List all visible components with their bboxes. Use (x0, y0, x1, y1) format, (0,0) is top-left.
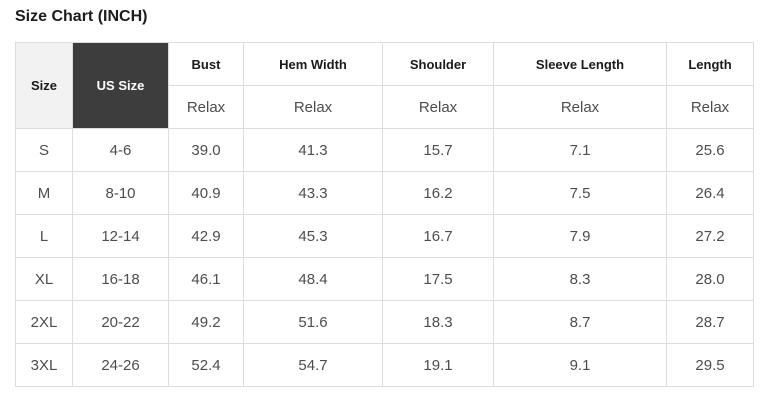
sleeve-length-cell: 7.1 (493, 128, 667, 172)
length-cell: 29.5 (666, 343, 754, 387)
length-column-header: Length (666, 42, 754, 86)
measure-header-row: Size US Size Bust Hem Width Shoulder Sle… (15, 42, 754, 129)
us-size-cell: 16-18 (72, 257, 169, 301)
size-chart-page: Size Chart (INCH) Size US Size Bust Hem … (15, 8, 754, 387)
us-size-cell: 20-22 (72, 300, 169, 344)
sleeve-length-cell: 8.7 (493, 300, 667, 344)
bust-fit-label: Relax (168, 85, 244, 129)
bust-cell: 40.9 (168, 171, 244, 215)
bust-cell: 52.4 (168, 343, 244, 387)
shoulder-column-header: Shoulder (382, 42, 494, 86)
us-size-cell: 8-10 (72, 171, 169, 215)
table-row-m: M 8-10 40.9 43.3 16.2 7.5 26.4 (15, 171, 754, 215)
table-row-3xl: 3XL 24-26 52.4 54.7 19.1 9.1 29.5 (15, 343, 754, 387)
shoulder-cell: 17.5 (382, 257, 494, 301)
length-cell: 27.2 (666, 214, 754, 258)
shoulder-cell: 18.3 (382, 300, 494, 344)
size-cell: XL (15, 257, 73, 301)
length-cell: 26.4 (666, 171, 754, 215)
page-title: Size Chart (INCH) (15, 8, 148, 25)
sleeve-length-cell: 7.9 (493, 214, 667, 258)
shoulder-cell: 15.7 (382, 128, 494, 172)
hem-width-cell: 45.3 (243, 214, 383, 258)
sleeve-length-cell: 9.1 (493, 343, 667, 387)
size-cell: 2XL (15, 300, 73, 344)
hem-width-cell: 51.6 (243, 300, 383, 344)
bust-cell: 46.1 (168, 257, 244, 301)
bust-column-header: Bust (168, 42, 244, 86)
hem-width-cell: 43.3 (243, 171, 383, 215)
table-row-2xl: 2XL 20-22 49.2 51.6 18.3 8.7 28.7 (15, 300, 754, 344)
us-size-cell: 4-6 (72, 128, 169, 172)
sleeve-length-column-header: Sleeve Length (493, 42, 667, 86)
hem-width-cell: 54.7 (243, 343, 383, 387)
hem-width-cell: 41.3 (243, 128, 383, 172)
size-chart-table: Size US Size Bust Hem Width Shoulder Sle… (15, 42, 754, 387)
shoulder-fit-label: Relax (382, 85, 494, 129)
bust-cell: 39.0 (168, 128, 244, 172)
fit-type-row: Relax Relax Relax Relax Relax (16, 85, 754, 129)
length-cell: 28.7 (666, 300, 754, 344)
us-size-cell: 12-14 (72, 214, 169, 258)
length-cell: 25.6 (666, 128, 754, 172)
table-row-xl: XL 16-18 46.1 48.4 17.5 8.3 28.0 (15, 257, 754, 301)
sleeve-length-cell: 7.5 (493, 171, 667, 215)
shoulder-cell: 16.7 (382, 214, 494, 258)
size-column-header: Size (15, 42, 73, 129)
size-cell: L (15, 214, 73, 258)
length-fit-label: Relax (666, 85, 754, 129)
shoulder-cell: 19.1 (382, 343, 494, 387)
table-row-s: S 4-6 39.0 41.3 15.7 7.1 25.6 (15, 128, 754, 172)
hem-width-cell: 48.4 (243, 257, 383, 301)
size-cell: 3XL (15, 343, 73, 387)
sleeve-length-cell: 8.3 (493, 257, 667, 301)
bust-cell: 49.2 (168, 300, 244, 344)
us-size-cell: 24-26 (72, 343, 169, 387)
hem-width-fit-label: Relax (243, 85, 383, 129)
length-cell: 28.0 (666, 257, 754, 301)
sleeve-length-fit-label: Relax (493, 85, 667, 129)
size-cell: S (15, 128, 73, 172)
bust-cell: 42.9 (168, 214, 244, 258)
table-row-l: L 12-14 42.9 45.3 16.7 7.9 27.2 (15, 214, 754, 258)
hem-width-column-header: Hem Width (243, 42, 383, 86)
shoulder-cell: 16.2 (382, 171, 494, 215)
size-cell: M (15, 171, 73, 215)
us-size-column-header: US Size (72, 42, 169, 129)
